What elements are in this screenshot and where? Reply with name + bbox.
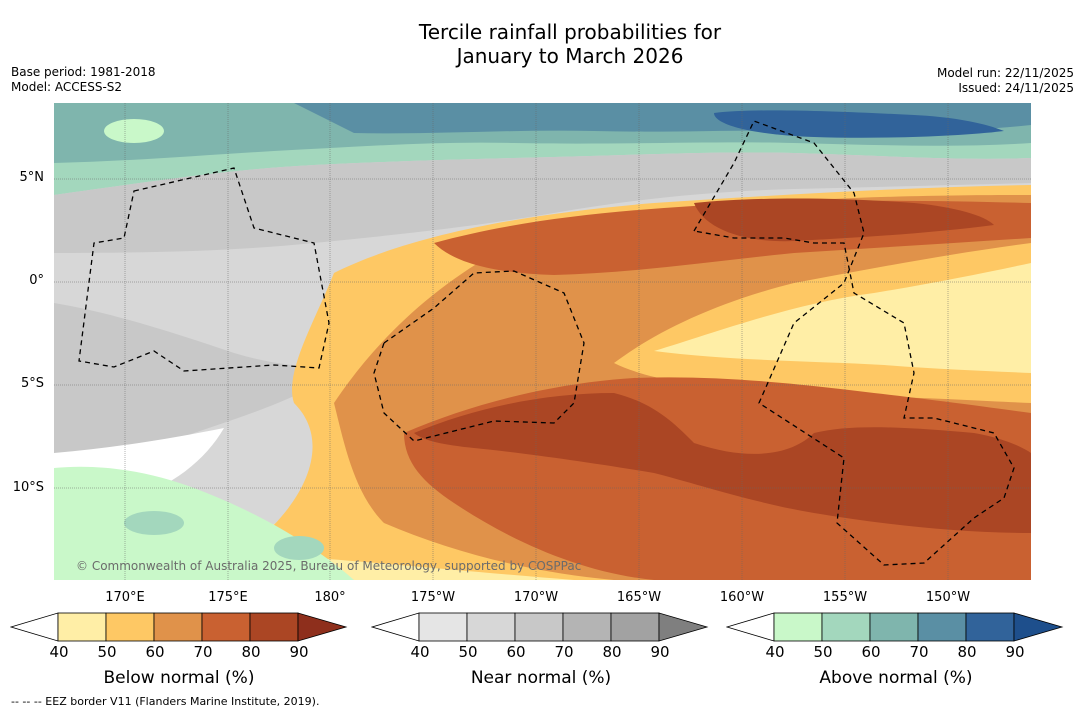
below-tick-80: 80: [241, 643, 261, 661]
colorbar-extend-low: [371, 612, 420, 642]
lon-label-170e: 170°E: [105, 590, 145, 605]
colorbar-extend-high: [658, 612, 709, 642]
above-tick-90: 90: [1005, 643, 1025, 661]
lat-label-5s: 5°S: [20, 376, 44, 391]
lat-label-10s: 10°S: [12, 480, 44, 495]
lon-label-170w: 170°W: [513, 590, 559, 605]
below-tick-60: 60: [145, 643, 165, 661]
title-line-1: Tercile rainfall probabilities for: [418, 20, 722, 44]
colorbar-segment: [773, 612, 823, 642]
above-normal-patch-south: [124, 511, 184, 535]
grid-lines: [54, 103, 1031, 580]
lon-label-175e: 175°E: [208, 590, 248, 605]
colorbar-segment: [418, 612, 468, 642]
eez-borders: [78, 120, 1015, 566]
issued-date: Issued: 24/11/2025: [958, 81, 1074, 95]
meta-right: Model run: 22/11/2025 Issued: 24/11/2025: [937, 66, 1074, 96]
below-normal-region-90-south: [414, 393, 1031, 533]
near-tick-90: 90: [650, 643, 670, 661]
colorbar-segment: [562, 612, 612, 642]
lat-label-5n: 5°N: [19, 170, 45, 185]
above-tick-50: 50: [813, 643, 833, 661]
colorbar-extend-low: [726, 612, 775, 642]
colorbar-extend-high: [1013, 612, 1064, 642]
colorbar-segment: [201, 612, 251, 642]
model-name: Model: ACCESS-S2: [11, 80, 123, 94]
chart-title: Tercile rainfall probabilities for Janua…: [270, 20, 870, 68]
near-normal-title: Near normal (%): [470, 668, 612, 688]
colorbar-segment: [466, 612, 516, 642]
lon-label-150w: 150°W: [925, 590, 971, 605]
colorbar-segment: [965, 612, 1015, 642]
lon-label-175w: 175°W: [410, 590, 456, 605]
colorbar-segment: [610, 612, 660, 642]
lon-label-160w: 160°W: [719, 590, 765, 605]
below-normal-title: Below normal (%): [103, 668, 255, 688]
meta-left: Base period: 1981-2018 Model: ACCESS-S2: [11, 65, 156, 95]
below-tick-50: 50: [97, 643, 117, 661]
colorbar-segment: [917, 612, 967, 642]
near-tick-40: 40: [410, 643, 430, 661]
base-period: Base period: 1981-2018: [11, 65, 156, 79]
above-tick-80: 80: [957, 643, 977, 661]
near-tick-60: 60: [506, 643, 526, 661]
above-normal-patch: [104, 119, 164, 143]
below-tick-70: 70: [193, 643, 213, 661]
colorbar-near-segments: [371, 612, 709, 642]
colorbar-below-segments: [10, 612, 348, 642]
probability-map: [54, 103, 1031, 580]
colorbar-near-normal: [371, 612, 709, 642]
colorbar-segment: [249, 612, 299, 642]
copyright-text: © Commonwealth of Australia 2025, Bureau…: [76, 559, 582, 573]
near-normal-region-south: [54, 303, 344, 463]
above-tick-60: 60: [861, 643, 881, 661]
colorbar-above-normal: [726, 612, 1064, 642]
near-normal-region-north: [54, 152, 1031, 253]
below-normal-region-90-north: [694, 198, 994, 242]
model-run: Model run: 22/11/2025: [936, 66, 1074, 80]
map-svg: [54, 103, 1031, 580]
colorbar-segment: [821, 612, 871, 642]
lon-label-165w: 165°W: [616, 590, 662, 605]
near-tick-80: 80: [602, 643, 622, 661]
colorbar-segment: [153, 612, 203, 642]
near-tick-50: 50: [458, 643, 478, 661]
above-tick-70: 70: [909, 643, 929, 661]
colorbar-extend-low: [10, 612, 59, 642]
colorbar-above-segments: [726, 612, 1064, 642]
lat-label-0: 0°: [29, 273, 44, 288]
colorbar-segment: [57, 612, 107, 642]
title-line-2: January to March 2026: [456, 44, 684, 68]
colorbar-below-normal: [10, 612, 348, 642]
above-tick-40: 40: [765, 643, 785, 661]
lon-label-180: 180°: [314, 590, 346, 605]
colorbar-extend-high: [297, 612, 348, 642]
colorbar-segment: [514, 612, 564, 642]
below-tick-90: 90: [289, 643, 309, 661]
above-normal-title: Above normal (%): [819, 668, 973, 688]
colorbar-segment: [869, 612, 919, 642]
lon-label-155w: 155°W: [822, 590, 868, 605]
above-normal-patch-south-2: [274, 536, 324, 560]
near-tick-70: 70: [554, 643, 574, 661]
below-tick-40: 40: [49, 643, 69, 661]
colorbar-segment: [105, 612, 155, 642]
above-normal-region-north-80: [714, 110, 1004, 138]
eez-footnote: -- -- -- EEZ border V11 (Flanders Marine…: [11, 695, 320, 708]
